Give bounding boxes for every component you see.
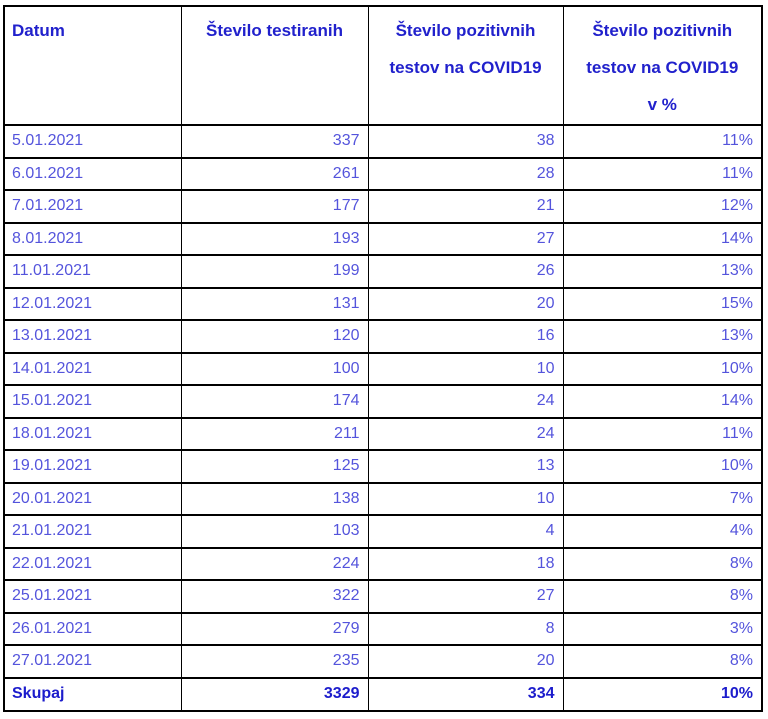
tested-cell: 131	[180, 286, 369, 321]
tested-cell: 337	[180, 124, 369, 159]
total-row: Skupaj 3329 334 10%	[3, 676, 763, 712]
positive-cell: 21	[367, 189, 564, 224]
positive-cell: 10	[367, 481, 564, 516]
positive-cell: 28	[367, 156, 564, 191]
percent-cell: 4%	[562, 514, 763, 549]
table-row: 18.01.2021 211 24 11%	[3, 416, 763, 451]
positive-cell: 27	[367, 221, 564, 256]
table-row: 5.01.2021 337 38 11%	[3, 124, 763, 159]
tested-cell: 235	[180, 644, 369, 679]
column-header-positive: Število pozitivnih testov na COVID19	[367, 5, 564, 126]
table-row: 8.01.2021 193 27 14%	[3, 221, 763, 256]
date-cell: 18.01.2021	[3, 416, 182, 451]
table-row: 21.01.2021 103 4 4%	[3, 514, 763, 549]
date-cell: 15.01.2021	[3, 384, 182, 419]
table-row: 26.01.2021 279 8 3%	[3, 611, 763, 646]
date-cell: 20.01.2021	[3, 481, 182, 516]
date-cell: 8.01.2021	[3, 221, 182, 256]
table-body: 5.01.2021 337 38 11% 6.01.2021 261 28 11% 7.01.2…	[3, 124, 763, 679]
tested-cell: 322	[180, 579, 369, 614]
column-header-datum: Datum	[3, 5, 182, 126]
covid-test-table: Datum Število testiranih Število pozitiv…	[3, 5, 763, 712]
table-row: 25.01.2021 322 27 8%	[3, 579, 763, 614]
percent-cell: 13%	[562, 254, 763, 289]
table-row: 22.01.2021 224 18 8%	[3, 546, 763, 581]
table-row: 13.01.2021 120 16 13%	[3, 319, 763, 354]
positive-cell: 20	[367, 644, 564, 679]
date-cell: 22.01.2021	[3, 546, 182, 581]
column-header-positive-percent: Število pozitivnih testov na COVID19 v %	[562, 5, 763, 126]
tested-cell: 261	[180, 156, 369, 191]
date-cell: 25.01.2021	[3, 579, 182, 614]
date-cell: 11.01.2021	[3, 254, 182, 289]
total-label-cell: Skupaj	[3, 676, 182, 712]
positive-cell: 16	[367, 319, 564, 354]
tested-cell: 138	[180, 481, 369, 516]
table-row: 20.01.2021 138 10 7%	[3, 481, 763, 516]
percent-cell: 8%	[562, 579, 763, 614]
table-row: 27.01.2021 235 20 8%	[3, 644, 763, 679]
date-cell: 21.01.2021	[3, 514, 182, 549]
table-row: 14.01.2021 100 10 10%	[3, 351, 763, 386]
percent-cell: 15%	[562, 286, 763, 321]
tested-cell: 103	[180, 514, 369, 549]
percent-cell: 14%	[562, 221, 763, 256]
percent-cell: 13%	[562, 319, 763, 354]
positive-cell: 13	[367, 449, 564, 484]
percent-cell: 3%	[562, 611, 763, 646]
column-header-tested: Število testiranih	[180, 5, 369, 126]
tested-cell: 100	[180, 351, 369, 386]
tested-cell: 120	[180, 319, 369, 354]
table-row: 6.01.2021 261 28 11%	[3, 156, 763, 191]
date-cell: 12.01.2021	[3, 286, 182, 321]
date-cell: 27.01.2021	[3, 644, 182, 679]
percent-cell: 8%	[562, 546, 763, 581]
tested-cell: 193	[180, 221, 369, 256]
date-cell: 13.01.2021	[3, 319, 182, 354]
percent-cell: 14%	[562, 384, 763, 419]
header-row: Datum Število testiranih Število pozitiv…	[3, 5, 763, 126]
percent-cell: 12%	[562, 189, 763, 224]
percent-cell: 11%	[562, 416, 763, 451]
table-row: 15.01.2021 174 24 14%	[3, 384, 763, 419]
table-row: 7.01.2021 177 21 12%	[3, 189, 763, 224]
table-row: 12.01.2021 131 20 15%	[3, 286, 763, 321]
positive-cell: 24	[367, 384, 564, 419]
date-cell: 6.01.2021	[3, 156, 182, 191]
positive-cell: 20	[367, 286, 564, 321]
percent-cell: 10%	[562, 351, 763, 386]
positive-cell: 4	[367, 514, 564, 549]
tested-cell: 125	[180, 449, 369, 484]
percent-cell: 7%	[562, 481, 763, 516]
tested-cell: 199	[180, 254, 369, 289]
table-row: 11.01.2021 199 26 13%	[3, 254, 763, 289]
percent-cell: 10%	[562, 449, 763, 484]
positive-cell: 24	[367, 416, 564, 451]
tested-cell: 177	[180, 189, 369, 224]
positive-cell: 38	[367, 124, 564, 159]
date-cell: 19.01.2021	[3, 449, 182, 484]
positive-cell: 10	[367, 351, 564, 386]
date-cell: 5.01.2021	[3, 124, 182, 159]
date-cell: 26.01.2021	[3, 611, 182, 646]
tested-cell: 224	[180, 546, 369, 581]
tested-cell: 211	[180, 416, 369, 451]
percent-cell: 8%	[562, 644, 763, 679]
positive-cell: 26	[367, 254, 564, 289]
percent-cell: 11%	[562, 124, 763, 159]
total-tested-cell: 3329	[180, 676, 369, 712]
tested-cell: 174	[180, 384, 369, 419]
table-row: 19.01.2021 125 13 10%	[3, 449, 763, 484]
date-cell: 7.01.2021	[3, 189, 182, 224]
date-cell: 14.01.2021	[3, 351, 182, 386]
percent-cell: 11%	[562, 156, 763, 191]
total-percent-cell: 10%	[562, 676, 763, 712]
positive-cell: 8	[367, 611, 564, 646]
total-positive-cell: 334	[367, 676, 564, 712]
tested-cell: 279	[180, 611, 369, 646]
positive-cell: 18	[367, 546, 564, 581]
positive-cell: 27	[367, 579, 564, 614]
